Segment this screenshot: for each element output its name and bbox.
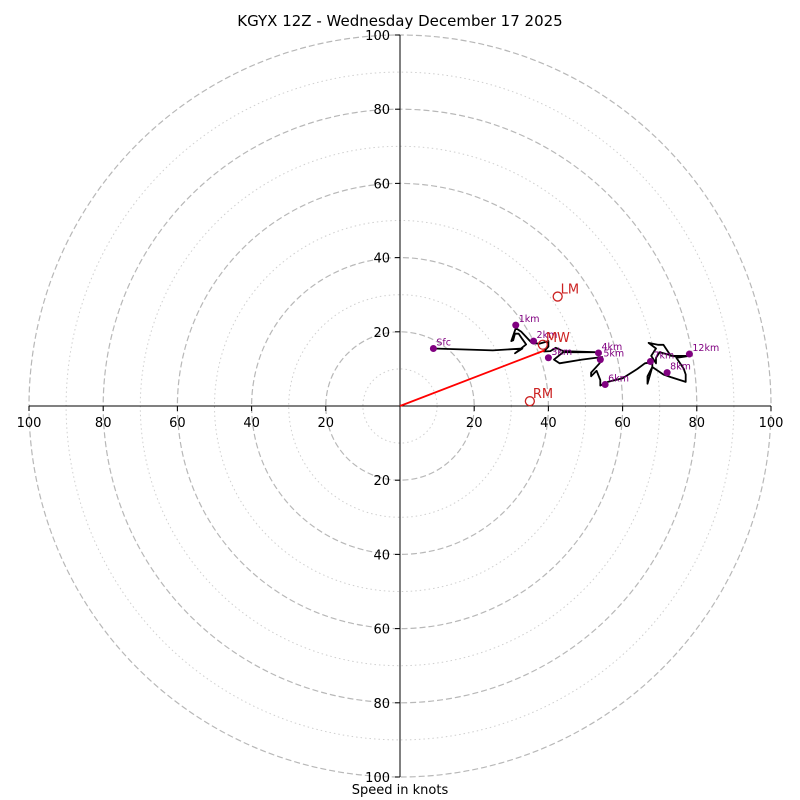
height-marker-label: 3km bbox=[551, 347, 572, 358]
height-marker-label: 5km bbox=[603, 349, 624, 360]
y-tick-label: 80 bbox=[373, 103, 390, 118]
x-tick-label: 100 bbox=[759, 416, 784, 431]
tick-labels: 100 100 100 100 80 80 80 80 60 60 60 60 40 40 40 40 20 20… bbox=[17, 29, 784, 786]
x-tick-label: 60 bbox=[614, 416, 631, 431]
x-tick-label: 20 bbox=[466, 416, 483, 431]
height-marker bbox=[646, 357, 654, 365]
hodograph-trace bbox=[433, 327, 691, 387]
storm-motion-marker bbox=[537, 339, 548, 350]
shear-vector-group bbox=[399, 349, 546, 407]
y-tick-label: 100 bbox=[365, 771, 390, 786]
height-marker-label: 7km bbox=[653, 350, 674, 361]
storm-motion-marker bbox=[552, 291, 563, 302]
shear-vector bbox=[399, 349, 546, 407]
storm-motion-marker bbox=[524, 396, 535, 407]
height-marker-label: 2km bbox=[537, 330, 558, 341]
height-marker bbox=[594, 349, 602, 357]
storm-motion-label: MW bbox=[546, 331, 570, 346]
height-marker bbox=[512, 321, 520, 329]
y-tick-label: 20 bbox=[373, 474, 390, 489]
x-tick-label: 80 bbox=[95, 416, 112, 431]
storm-motion-label: RM bbox=[533, 387, 553, 402]
y-tick-label: 60 bbox=[373, 623, 390, 638]
height-marker-label: Sfc bbox=[436, 337, 451, 348]
x-tick-label: 40 bbox=[243, 416, 260, 431]
height-marker bbox=[596, 356, 604, 364]
y-tick-label: 60 bbox=[373, 177, 390, 192]
height-marker bbox=[685, 350, 693, 358]
y-tick-label: 100 bbox=[365, 29, 390, 44]
height-marker-label: 4km bbox=[601, 342, 622, 353]
x-tick-label: 40 bbox=[540, 416, 557, 431]
chart-title: KGYX 12Z - Wednesday December 17 2025 bbox=[237, 12, 563, 30]
y-tick-label: 80 bbox=[373, 697, 390, 712]
x-tick-label: 100 bbox=[17, 416, 42, 431]
y-tick-label: 40 bbox=[373, 252, 390, 267]
x-axis-label: Speed in knots bbox=[351, 783, 449, 798]
height-marker bbox=[429, 344, 437, 352]
hodograph-trace-group bbox=[433, 327, 691, 387]
height-marker-label: 12km bbox=[692, 343, 719, 354]
x-tick-label: 20 bbox=[318, 416, 335, 431]
height-marker bbox=[601, 380, 609, 388]
x-tick-label: 60 bbox=[169, 416, 186, 431]
y-tick-label: 40 bbox=[373, 548, 390, 563]
x-tick-label: 80 bbox=[689, 416, 706, 431]
height-marker bbox=[663, 369, 671, 377]
height-marker bbox=[544, 354, 552, 362]
height-marker bbox=[530, 337, 538, 345]
height-marker-label: 1km bbox=[519, 314, 540, 325]
storm-motion-markers: LM MW RM bbox=[524, 283, 579, 407]
y-tick-label: 20 bbox=[373, 326, 390, 341]
storm-motion-label: LM bbox=[561, 283, 579, 298]
height-marker-label: 6km bbox=[608, 373, 629, 384]
height-marker-label: 8km bbox=[670, 362, 691, 373]
